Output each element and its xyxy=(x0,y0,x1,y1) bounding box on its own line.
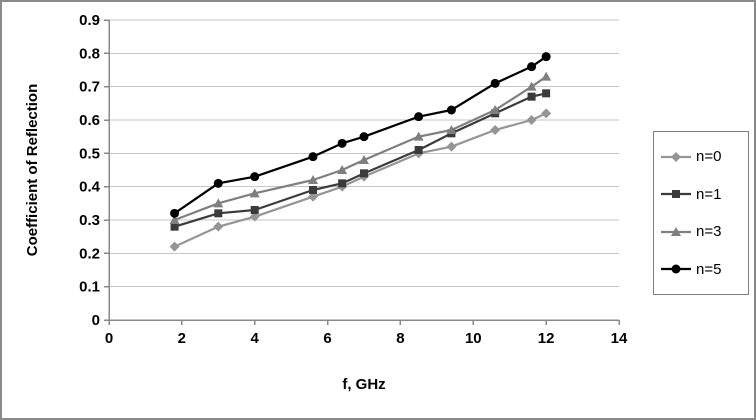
x-tick-label: 6 xyxy=(323,330,331,347)
square-marker xyxy=(672,190,680,199)
triangle-marker xyxy=(541,71,552,81)
circle-marker xyxy=(414,112,424,122)
circle-marker xyxy=(490,78,500,88)
legend-label: n=1 xyxy=(696,185,722,203)
square-marker xyxy=(414,146,423,154)
y-tick-label: 0.2 xyxy=(79,245,100,262)
series-n1 xyxy=(170,89,551,231)
legend-label: n=3 xyxy=(696,223,722,241)
y-tick-label: 0.7 xyxy=(79,79,100,96)
diamond-marker xyxy=(671,151,681,162)
triangle-marker xyxy=(337,165,348,174)
triangle-marker xyxy=(169,215,180,224)
triangle-marker xyxy=(359,155,369,164)
diamond-marker xyxy=(541,108,552,119)
circle-marker xyxy=(671,264,681,274)
series-n0 xyxy=(169,108,552,252)
square-marker xyxy=(250,206,259,214)
diamond-marker xyxy=(526,115,537,125)
y-tick-label: 0.6 xyxy=(79,112,100,129)
circle-marker xyxy=(359,132,369,142)
legend: n=0 n=1 n=3 n=5 xyxy=(653,131,749,295)
x-tick-label: 12 xyxy=(538,330,555,347)
legend-label: n=5 xyxy=(696,260,722,278)
x-tick-label: 4 xyxy=(251,330,260,347)
legend-item-n0: n=0 xyxy=(661,148,744,165)
square-marker xyxy=(360,169,368,178)
triangle-marker xyxy=(671,226,681,236)
x-tick-label: 14 xyxy=(611,330,628,347)
diamond-marker xyxy=(213,221,224,232)
circle-marker xyxy=(337,138,347,148)
y-tick-label: 0.9 xyxy=(79,12,100,29)
y-tick-label: 0 xyxy=(92,312,100,329)
y-tick-label: 0.1 xyxy=(79,279,100,296)
triangle-legend-icon xyxy=(661,226,691,236)
y-tick-label: 0.8 xyxy=(79,45,100,62)
legend-item-n5: n=5 xyxy=(661,261,744,278)
triangle-marker xyxy=(446,125,457,134)
triangle-marker xyxy=(526,81,537,91)
y-tick-label: 0.3 xyxy=(79,212,100,229)
diamond-marker xyxy=(446,141,457,152)
y-axis-title: Coefficient of Reflection xyxy=(24,83,41,257)
triangle-marker xyxy=(249,188,260,198)
circle-marker xyxy=(250,172,260,182)
x-axis-title: f, GHz xyxy=(342,376,386,393)
circle-marker xyxy=(308,152,318,162)
square-marker xyxy=(214,209,223,218)
diamond-legend-icon xyxy=(661,151,691,162)
square-marker xyxy=(338,179,347,188)
circle-marker xyxy=(527,62,537,72)
y-tick-label: 0.4 xyxy=(79,179,101,196)
square-marker xyxy=(170,222,179,231)
plot-area: 0 2 4 6 8 10 12 14 0 0.1 0.2 0.3 0.4 0.5 0.6 0.7 0.8 0.9 xyxy=(79,12,628,347)
triangle-marker xyxy=(213,198,224,208)
x-tick-label: 0 xyxy=(105,330,113,347)
series-n3 xyxy=(169,71,552,224)
x-tick-label: 10 xyxy=(465,330,482,347)
triangle-marker xyxy=(490,105,501,114)
series-line xyxy=(174,75,547,222)
x-tick-label: 2 xyxy=(178,330,186,347)
triangle-marker xyxy=(308,175,318,184)
circle-marker xyxy=(170,208,180,218)
diamond-marker xyxy=(249,211,260,222)
diamond-marker xyxy=(490,125,501,135)
square-marker xyxy=(527,92,536,101)
diamond-marker xyxy=(169,241,180,252)
square-legend-icon xyxy=(661,190,691,199)
x-tick-label: 8 xyxy=(396,330,404,347)
triangle-marker xyxy=(413,131,424,141)
circle-marker xyxy=(541,52,551,62)
square-marker xyxy=(542,89,551,98)
square-marker xyxy=(309,186,317,194)
circle-legend-icon xyxy=(661,264,691,274)
legend-item-n3: n=3 xyxy=(661,223,744,240)
series-line xyxy=(174,112,547,248)
circle-marker xyxy=(446,105,456,115)
series-n5 xyxy=(170,52,551,218)
circle-marker xyxy=(213,178,223,188)
legend-label: n=0 xyxy=(696,148,722,166)
diamond-marker xyxy=(308,191,318,202)
y-tick-label: 0.5 xyxy=(79,145,100,162)
legend-item-n1: n=1 xyxy=(661,186,744,203)
